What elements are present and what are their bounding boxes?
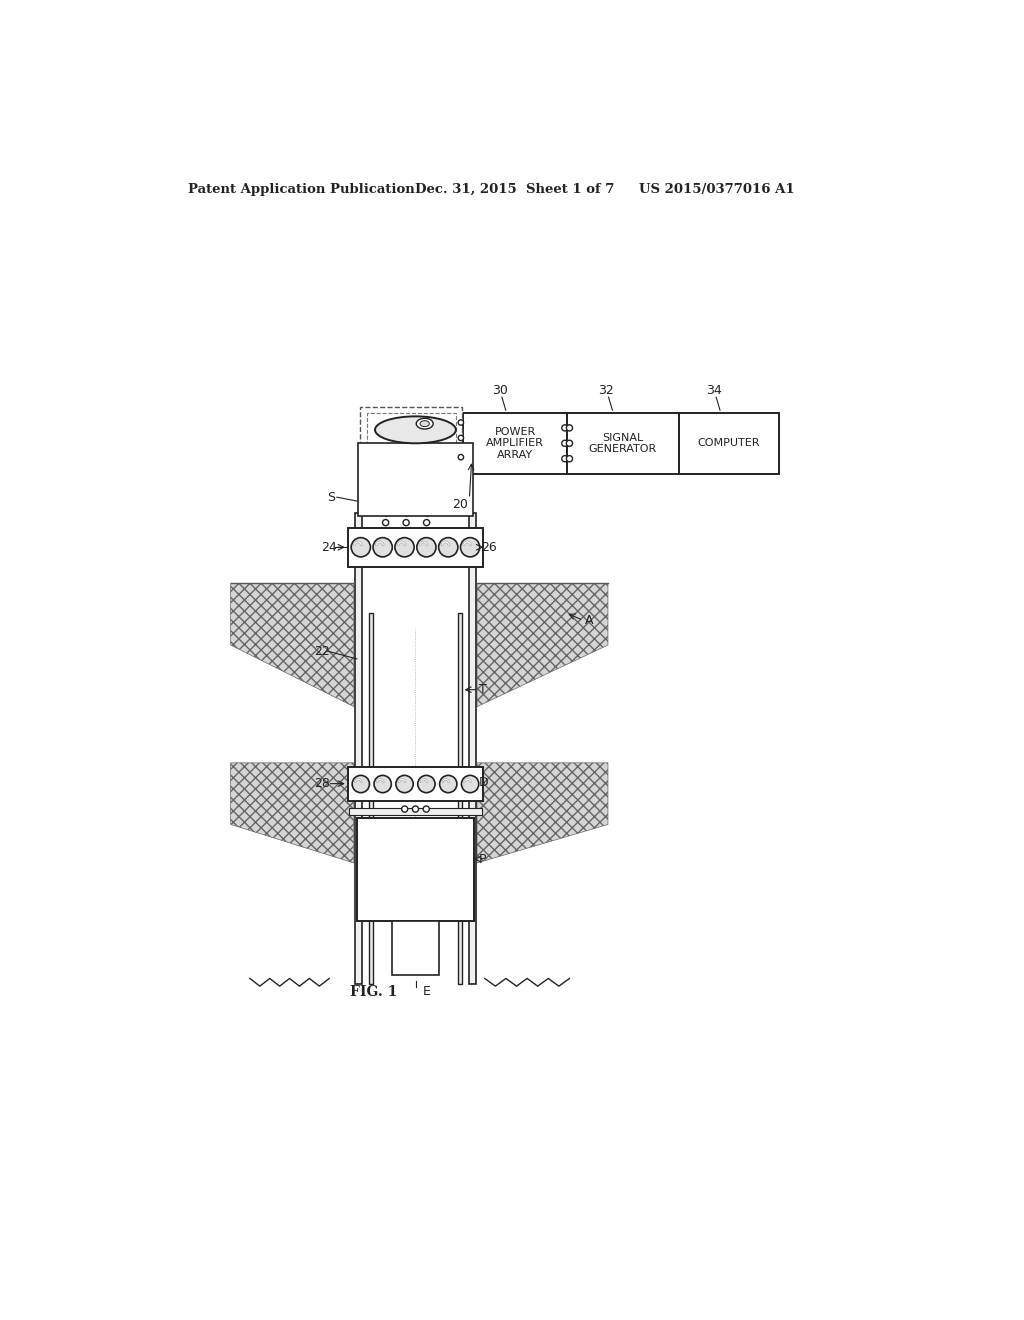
Bar [679,413,779,474]
Text: $\mathdefault{E}$: $\mathdefault{E}$ [422,985,431,998]
Wedge shape [442,779,450,783]
Wedge shape [354,779,362,783]
Bar [469,512,475,983]
Wedge shape [419,541,428,545]
Bar [348,767,483,801]
Bar [360,407,463,478]
Text: 34: 34 [706,384,722,397]
Wedge shape [397,541,406,545]
Circle shape [417,537,436,557]
Polygon shape [477,583,608,706]
Circle shape [438,537,458,557]
Text: P: P [478,853,486,866]
Bar [355,512,361,983]
Text: 26: 26 [481,541,497,554]
Bar [357,818,474,921]
Ellipse shape [416,418,433,429]
Polygon shape [230,763,354,863]
Circle shape [566,441,572,446]
Circle shape [458,420,464,425]
Circle shape [396,775,414,793]
Circle shape [458,454,464,459]
Text: Dec. 31, 2015  Sheet 1 of 7: Dec. 31, 2015 Sheet 1 of 7 [416,182,614,195]
Bar [567,413,679,474]
Text: 28: 28 [313,777,330,791]
Circle shape [562,455,568,462]
Circle shape [351,537,371,557]
Text: US 2015/0377016 A1: US 2015/0377016 A1 [639,182,795,195]
Text: A: A [585,614,593,627]
Text: T: T [478,684,486,696]
Circle shape [461,537,479,557]
Circle shape [403,520,410,525]
Wedge shape [376,541,384,545]
Wedge shape [464,779,471,783]
Text: S: S [327,491,335,504]
Text: POWER
AMPLIFIER
ARRAY: POWER AMPLIFIER ARRAY [486,426,544,459]
Circle shape [462,775,479,793]
Bar [367,413,456,471]
Wedge shape [463,541,471,545]
Polygon shape [477,763,608,863]
Circle shape [352,775,370,793]
Text: FIG. 1: FIG. 1 [350,985,397,998]
Text: 30: 30 [492,384,508,397]
Bar [357,444,473,516]
Bar [349,808,481,816]
Bar [392,921,438,974]
Text: COMPUTER: COMPUTER [697,438,760,449]
Wedge shape [353,541,362,545]
Ellipse shape [375,416,456,444]
Circle shape [374,775,391,793]
Circle shape [562,425,568,432]
Text: Patent Application Publication: Patent Application Publication [188,182,415,195]
Circle shape [383,520,389,525]
Text: 20: 20 [453,499,468,511]
Ellipse shape [420,421,429,426]
Circle shape [423,807,429,812]
Circle shape [401,807,408,812]
Polygon shape [230,583,354,706]
Circle shape [413,807,419,812]
Text: SIGNAL
GENERATOR: SIGNAL GENERATOR [589,433,657,454]
Bar [463,413,567,474]
Bar [348,528,483,566]
Circle shape [458,436,464,441]
Circle shape [566,455,572,462]
Wedge shape [441,541,450,545]
Bar [370,612,373,983]
Circle shape [439,775,457,793]
Circle shape [562,441,568,446]
Wedge shape [398,779,406,783]
Circle shape [373,537,392,557]
Circle shape [418,775,435,793]
Wedge shape [420,779,428,783]
Text: 22: 22 [313,644,330,657]
Text: 24: 24 [322,541,337,554]
Text: D: D [478,776,488,788]
Text: 32: 32 [598,384,614,397]
Wedge shape [377,779,384,783]
Circle shape [566,425,572,432]
Circle shape [424,520,430,525]
Circle shape [395,537,414,557]
Bar [458,612,462,983]
